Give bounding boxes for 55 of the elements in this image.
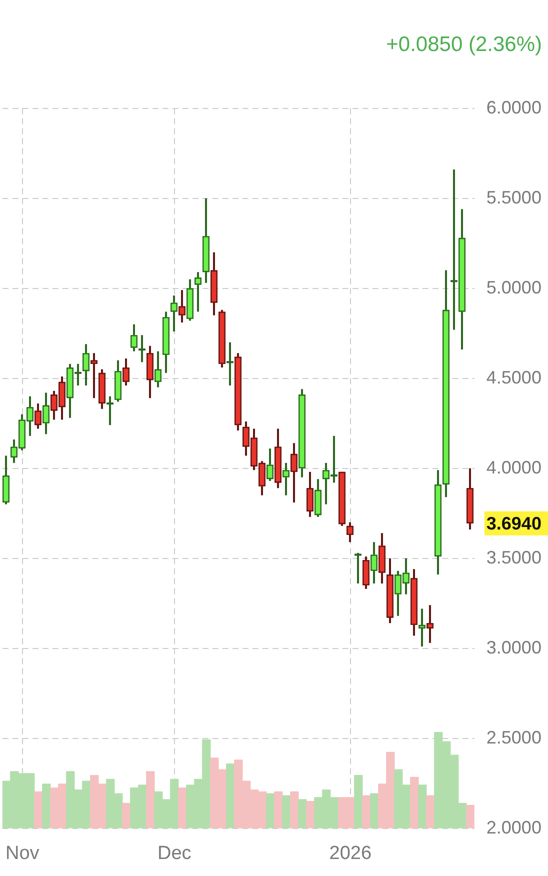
y-tick-label: 5.0000 bbox=[486, 277, 542, 298]
bar bbox=[282, 795, 291, 828]
x-tick-label: 2026 bbox=[329, 842, 372, 864]
y-tick-label: 4.0000 bbox=[486, 457, 542, 478]
candlestick bbox=[170, 294, 178, 332]
candlestick bbox=[194, 271, 202, 313]
x-tick-label: Dec bbox=[158, 842, 192, 864]
y-tick-label: 3.0000 bbox=[486, 637, 542, 658]
bar bbox=[418, 784, 427, 828]
text: 3.6940 bbox=[486, 513, 542, 534]
bar bbox=[370, 793, 379, 828]
candlestick bbox=[354, 552, 362, 584]
bar bbox=[306, 801, 315, 828]
bar bbox=[226, 763, 235, 828]
bar bbox=[354, 775, 363, 828]
candlestick bbox=[130, 323, 138, 352]
candlestick bbox=[42, 392, 50, 436]
bar bbox=[178, 788, 187, 828]
bar bbox=[146, 771, 155, 828]
candlestick bbox=[90, 352, 98, 400]
y-tick-label: 5.5000 bbox=[486, 187, 542, 208]
y-tick-label: 3.5000 bbox=[486, 547, 542, 568]
bar bbox=[362, 795, 371, 828]
candlestick bbox=[34, 402, 42, 430]
candlestick bbox=[266, 448, 274, 482]
y-tick-label: 4.5000 bbox=[486, 367, 542, 388]
candlestick bbox=[290, 442, 298, 504]
y-tick-label: 2.0000 bbox=[486, 817, 542, 838]
y-tick-label: 6.0000 bbox=[486, 97, 542, 118]
candlestick bbox=[154, 350, 162, 388]
bar bbox=[266, 793, 275, 828]
candlestick bbox=[226, 341, 234, 386]
bar bbox=[34, 791, 43, 828]
bar bbox=[290, 791, 299, 828]
bar bbox=[298, 799, 307, 828]
candlestick bbox=[122, 358, 130, 386]
bar bbox=[426, 795, 435, 828]
bar bbox=[466, 804, 474, 828]
candlestick bbox=[306, 470, 314, 518]
candlestick bbox=[426, 604, 434, 644]
bar bbox=[122, 802, 131, 828]
candlestick bbox=[282, 462, 290, 496]
candlestick bbox=[138, 334, 146, 364]
candlestick bbox=[82, 343, 90, 386]
y-tick-label: 2.5000 bbox=[486, 727, 542, 748]
candlestick bbox=[106, 395, 114, 426]
bar bbox=[410, 776, 419, 828]
chart-title: +0.0850 (2.36%) bbox=[386, 32, 542, 56]
candlestick bbox=[370, 541, 378, 584]
bar bbox=[274, 791, 283, 828]
candlestick bbox=[418, 608, 426, 648]
bar bbox=[42, 784, 51, 828]
candlestick bbox=[346, 521, 354, 544]
candlestick bbox=[178, 289, 186, 324]
x-tick-label: Nov bbox=[6, 842, 40, 864]
